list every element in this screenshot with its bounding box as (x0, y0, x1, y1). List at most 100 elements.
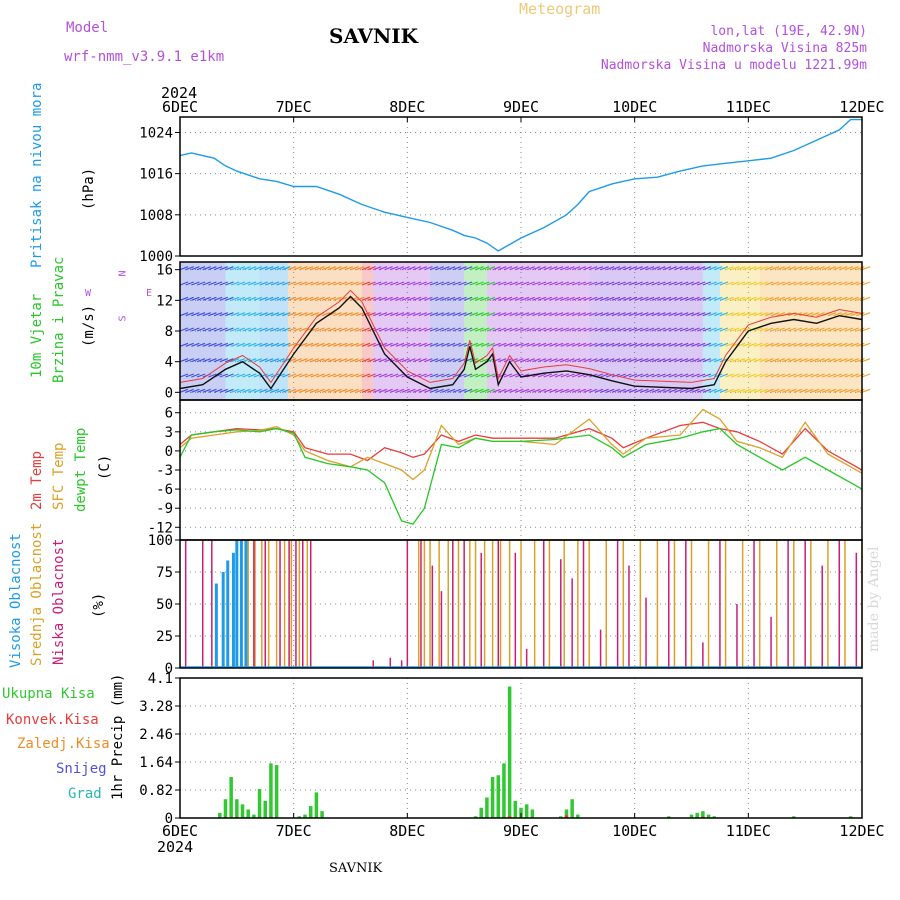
wind-barb (498, 342, 507, 347)
wind-barb (640, 266, 649, 271)
cloud-bar-low (279, 540, 281, 668)
wind-barb (196, 281, 206, 286)
wind-barb (276, 266, 285, 271)
wind-barb (810, 342, 820, 347)
wind-barb (571, 358, 581, 363)
wind-barb (708, 296, 717, 301)
altitude-label: Nadmorska Visina 825m (702, 41, 867, 56)
wind-barb (418, 266, 427, 271)
wind-barb (594, 312, 604, 317)
wind-barb (475, 296, 484, 301)
wind-barb (481, 358, 490, 363)
wind-barb (691, 312, 700, 317)
wind-barb (708, 388, 717, 393)
wind-barb (657, 373, 666, 378)
wind-barb (526, 266, 535, 271)
wind-barb (225, 296, 234, 301)
wind-barb (566, 373, 575, 378)
wind-barb (583, 266, 592, 271)
wind-barb (731, 358, 740, 363)
wind-barb (378, 312, 388, 317)
model-altitude-label: Nadmorska Visina u modelu 1221.99m (600, 58, 867, 73)
wind-barb (742, 281, 751, 286)
wind-barb (213, 358, 223, 363)
wind-barb (367, 296, 376, 301)
wind-barb (327, 342, 336, 347)
wind-barb (793, 342, 803, 347)
wind-barb (259, 281, 268, 286)
wind-barb (532, 327, 541, 332)
wind-barb (458, 388, 467, 393)
wind-barb (503, 388, 513, 393)
wind-barb (446, 266, 456, 271)
wind-barb (367, 342, 376, 347)
y-tick-label: 4.1 (148, 671, 173, 687)
wind-barb (355, 266, 365, 271)
wind-barb (702, 281, 712, 286)
wind-barb (475, 266, 484, 271)
wind-barb (242, 281, 251, 286)
wind-barb (242, 312, 251, 317)
wind-barb (526, 312, 535, 317)
wind-barb (253, 342, 263, 347)
wind-barb (503, 342, 513, 347)
wind-barb (310, 358, 319, 363)
wind-barb (213, 281, 223, 286)
precip-bar-total (490, 777, 495, 818)
wind-barb (719, 342, 729, 347)
wind-barb (827, 312, 837, 317)
wind-barb (736, 388, 746, 393)
wind-barb (634, 296, 643, 301)
wind-barb (850, 342, 859, 347)
wind-barb (782, 342, 791, 347)
wind-barb (242, 327, 251, 332)
wind-barb (407, 358, 416, 363)
wind-barb (657, 281, 666, 286)
cloud-bar-mid (254, 540, 256, 668)
cloud-bar-mid (306, 540, 309, 668)
wind-barb (293, 327, 302, 332)
wind-barb (435, 312, 444, 317)
wind-barb (515, 327, 524, 332)
precip-bar-total (706, 814, 711, 818)
wind-barb (350, 358, 359, 363)
wind-barb (628, 373, 638, 378)
wind-barb (452, 312, 462, 317)
wind-barb (725, 266, 734, 271)
wind-barb (338, 373, 348, 378)
wind-barb (350, 281, 359, 286)
cloud-bar-low (497, 540, 500, 668)
wind-barb (265, 342, 274, 347)
wind-barb (424, 342, 433, 347)
wind-barb (543, 388, 552, 393)
wind-barb (691, 281, 700, 286)
wind-barb (384, 373, 393, 378)
wind-barb (537, 296, 547, 301)
wind-barb (299, 342, 308, 347)
wind-barb (481, 312, 490, 317)
wind-barb (270, 342, 280, 347)
wind-barb (714, 358, 723, 363)
wind-barb (259, 373, 268, 378)
wind-barb (179, 373, 189, 378)
wind-barb (321, 312, 331, 317)
wind-barb (191, 388, 200, 393)
wind-barb (424, 312, 433, 317)
wind-barb (532, 312, 541, 317)
wind-barb (691, 327, 700, 332)
wind-barb (696, 358, 706, 363)
wind-barb (355, 342, 365, 347)
wind-barb (384, 388, 393, 393)
wind-barb (418, 373, 427, 378)
wind-barb (179, 281, 189, 286)
wind-barb (310, 327, 319, 332)
wind-barb (390, 342, 399, 347)
temp-2m-line (179, 421, 863, 471)
wind-barb (799, 281, 808, 286)
wind-barb (799, 296, 808, 301)
wind-barb (600, 388, 609, 393)
wind-barb (537, 373, 547, 378)
wind-barb (537, 388, 547, 393)
wind-barb (390, 312, 399, 317)
wind-barb (384, 296, 393, 301)
